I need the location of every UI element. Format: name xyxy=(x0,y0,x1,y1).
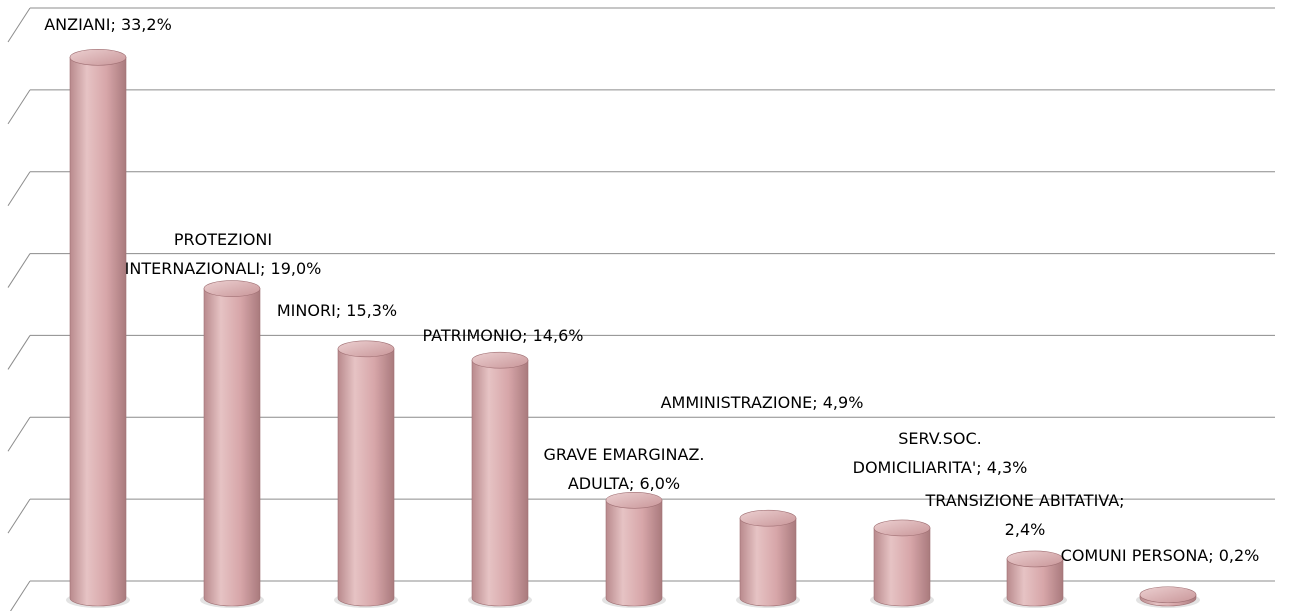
bar-body xyxy=(1006,558,1064,607)
bar xyxy=(1003,550,1067,608)
bar xyxy=(736,509,800,608)
grid-line-side xyxy=(7,335,31,370)
bar-body xyxy=(69,57,127,607)
bar-cap xyxy=(337,340,395,358)
bar-body xyxy=(605,499,663,607)
grid-line-side xyxy=(7,417,31,452)
grid-line-side xyxy=(7,171,31,206)
grid-line xyxy=(7,7,1275,43)
bar xyxy=(1136,586,1200,608)
grid-line-side xyxy=(7,253,31,288)
data-label: GRAVE EMARGINAZ. ADULTA; 6,0% xyxy=(544,445,705,493)
bar-cap xyxy=(1139,586,1197,604)
bar-cap xyxy=(203,280,261,297)
grid-line xyxy=(7,253,1275,288)
data-label: PROTEZIONI INTERNAZIONALI; 19,0% xyxy=(125,230,322,278)
data-label: PATRIMONIO; 14,6% xyxy=(423,326,584,345)
grid-line xyxy=(7,171,1275,206)
bar-body xyxy=(471,359,529,607)
data-label: AMMINISTRAZIONE; 4,9% xyxy=(661,393,864,412)
bar-cap xyxy=(605,491,663,509)
data-label: MINORI; 15,3% xyxy=(277,301,397,320)
bar-cap xyxy=(873,519,931,537)
grid-line-side xyxy=(9,580,31,611)
bar xyxy=(66,49,130,608)
grid-line-side xyxy=(7,89,31,125)
data-label: TRANSIZIONE ABITATIVA; 2,4% xyxy=(924,491,1124,539)
bar-body xyxy=(873,527,931,607)
bar-body xyxy=(739,517,797,607)
bar-cap xyxy=(69,49,127,66)
bar xyxy=(334,340,398,608)
bar xyxy=(200,280,264,608)
bar xyxy=(602,491,666,608)
grid-line xyxy=(7,334,1275,370)
grid-line-side xyxy=(7,7,31,43)
data-label: COMUNI PERSONA; 0,2% xyxy=(1061,546,1260,565)
data-label: ANZIANI; 33,2% xyxy=(44,15,172,34)
bar-cap xyxy=(471,351,529,369)
bar-cap xyxy=(1006,550,1064,568)
bar-body xyxy=(203,288,261,607)
data-label: SERV.SOC. DOMICILIARITA'; 4,3% xyxy=(853,429,1028,477)
bar xyxy=(870,519,934,608)
grid-line-side xyxy=(7,498,31,534)
bar-body xyxy=(337,348,395,607)
grid-line xyxy=(7,89,1275,125)
bar-cap xyxy=(739,509,797,527)
bar xyxy=(468,351,532,608)
